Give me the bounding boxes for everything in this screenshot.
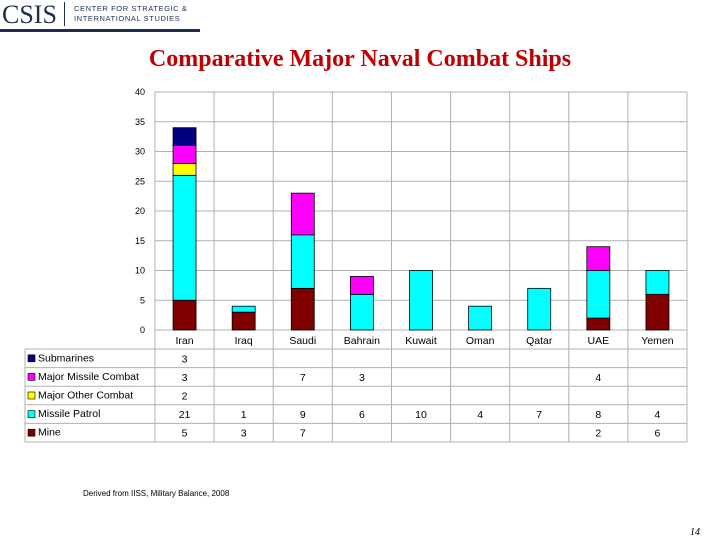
bar-segment [349,276,374,295]
y-tick-label: 35 [135,117,145,127]
table-cell-value: 2 [182,391,188,403]
bar-segment [231,311,256,331]
table-cell-value: 7 [536,409,542,421]
legend-label: Major Other Combat [38,390,133,402]
bar-segment [527,287,552,331]
table-cell-value: 3 [359,372,365,384]
y-tick-label: 5 [140,295,145,305]
legend-swatch [27,373,36,381]
bar-segment [645,270,670,295]
category-label: Bahrain [344,335,380,347]
slide-title: Comparative Major Naval Combat Ships [148,46,572,72]
bar-segment [290,234,315,289]
bar-segment [172,299,197,331]
category-label: Iran [176,335,194,347]
y-tick-label: 25 [135,176,145,186]
y-tick-label: 30 [135,147,145,157]
table-cell-value: 2 [595,428,601,440]
logo-text-line1: CENTER FOR STRATEGIC & [74,4,188,13]
legend-swatch [27,428,36,437]
bar-segment [172,174,197,301]
category-label: Yemen [641,335,673,347]
table-cell-value: 21 [179,409,191,421]
bar-segment [409,270,433,331]
legend-label: Missile Patrol [38,408,100,420]
bar-segment [586,246,611,271]
logo-underline [0,29,200,32]
logo-text-line2: INTERNATIONAL STUDIES [74,14,181,23]
bar-segment [290,192,315,236]
bar-segment [172,127,197,146]
category-label: Saudi [289,335,316,347]
bar-segment [172,145,197,164]
table-cell-value: 7 [300,372,306,384]
category-label: Kuwait [405,335,437,347]
bar-segment [290,287,315,331]
table-cell-value: 6 [359,409,365,421]
bar-segment [349,293,374,331]
y-tick-label: 15 [135,236,145,246]
category-label: Iraq [235,335,253,347]
legend-swatch [27,410,36,418]
logo-abbreviation: CSIS [2,0,57,29]
legend-label: Submarines [38,352,94,364]
bar-segment [586,270,611,319]
category-label: Oman [466,335,495,347]
table-cell-value: 1 [241,409,247,421]
table-cell-value: 3 [182,372,188,384]
table-cell-value: 6 [655,428,661,440]
y-tick-label: 20 [135,206,145,216]
csis-logo: CSIS CENTER FOR STRATEGIC & INTERNATIONA… [0,0,200,32]
legend-label: Major Missile Combat [38,371,139,383]
bar-segment [645,293,670,331]
category-label: Qatar [526,335,553,347]
bar-segment [468,305,493,331]
bar-segment [231,305,256,313]
bar-segment [586,317,611,331]
table-cell-value: 4 [595,372,601,384]
source-note: Derived from IISS, Military Balance, 200… [83,489,230,498]
y-tick-label: 0 [140,325,145,335]
table-cell-value: 10 [415,409,427,421]
legend-label: Mine [38,427,61,439]
table-cell-value: 4 [655,409,661,421]
table-cell-value: 5 [182,428,188,440]
table-cell-value: 8 [595,409,601,421]
legend-swatch [27,354,36,363]
page-number: 14 [690,527,700,538]
y-tick-label: 10 [135,266,145,276]
legend-swatch [27,391,36,400]
y-tick-label: 40 [135,87,145,97]
table-cell-value: 9 [300,409,306,421]
table-cell-value: 3 [182,353,188,365]
table-cell-value: 4 [477,409,483,421]
table-cell-value: 7 [300,428,306,440]
logo-divider [64,2,65,26]
table-cell-value: 3 [241,428,247,440]
bar-segment [172,162,197,176]
category-label: UAE [588,335,610,347]
